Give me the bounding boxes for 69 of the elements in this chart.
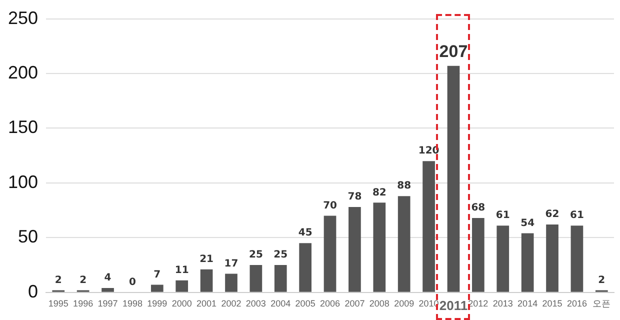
x-tick-label: 1997	[98, 298, 118, 308]
data-label: 2	[598, 274, 606, 286]
data-label: 70	[323, 200, 338, 212]
bar	[472, 218, 484, 292]
bar	[200, 269, 213, 292]
data-label: 61	[570, 210, 584, 222]
data-label: 25	[274, 250, 288, 261]
x-tick-label: 2004	[270, 298, 291, 308]
bar	[250, 265, 262, 292]
bar	[422, 161, 435, 292]
data-label: 45	[298, 228, 312, 239]
bar	[150, 284, 164, 292]
data-label: 2	[54, 274, 62, 286]
x-tick-label: 2013	[492, 298, 513, 308]
bar	[570, 226, 584, 292]
x-tick-label: 2010	[418, 298, 439, 308]
x-tick-label: 1995	[48, 298, 68, 308]
bar	[324, 216, 336, 292]
bar	[496, 226, 510, 292]
bar	[546, 224, 558, 292]
x-tick-label: 2014	[518, 298, 538, 308]
x-tick-label: 2006	[320, 298, 340, 308]
x-tick-label: 2007	[344, 298, 365, 308]
data-label: 11	[174, 264, 189, 276]
data-label: 17	[224, 258, 238, 270]
x-tick-label: 2011	[439, 298, 468, 313]
bar	[102, 288, 114, 292]
x-tick-label: 2003	[246, 298, 266, 308]
bar	[299, 243, 312, 292]
y-tick-label: 150	[8, 117, 38, 138]
data-label: 88	[397, 180, 412, 192]
data-label: 82	[372, 187, 386, 198]
data-label: 207	[439, 42, 468, 62]
x-tick-label: 1999	[147, 298, 168, 308]
bar	[447, 66, 460, 292]
x-tick-label: 2015	[542, 298, 562, 308]
y-tick-label: 250	[8, 8, 38, 28]
data-label: 2	[80, 274, 87, 286]
bar	[274, 265, 287, 292]
x-tick-label: 2008	[369, 298, 390, 308]
data-label: 4	[104, 272, 112, 284]
bar	[176, 280, 188, 292]
y-tick-label: 100	[8, 172, 38, 192]
y-tick-label: 50	[18, 226, 38, 247]
data-label: 54	[520, 218, 535, 229]
x-tick-label: 2009	[394, 298, 414, 308]
x-tick-label: 2001	[196, 298, 217, 308]
bar	[348, 207, 361, 292]
data-label: 78	[348, 192, 362, 203]
data-label: 62	[545, 209, 560, 220]
x-tick-label: 2005	[295, 298, 316, 308]
data-label: 0	[128, 276, 136, 288]
data-label: 21	[200, 254, 214, 266]
data-label: 25	[248, 250, 263, 261]
data-label: 61	[496, 210, 510, 222]
x-tick-label: 2002	[221, 298, 242, 308]
x-tick-label: 2016	[566, 298, 587, 308]
bar	[373, 202, 386, 292]
bar	[398, 196, 410, 292]
x-tick-label: 1998	[122, 298, 142, 308]
y-tick-label: 0	[28, 281, 38, 302]
x-tick-label: 2000	[172, 298, 192, 308]
data-label: 7	[154, 269, 161, 280]
x-tick-label: 오픈	[592, 298, 611, 308]
data-label: 68	[471, 202, 486, 214]
x-tick-label: 1996	[73, 298, 94, 308]
bar	[521, 233, 534, 292]
y-tick-label: 200	[8, 62, 38, 82]
bar	[225, 274, 238, 292]
